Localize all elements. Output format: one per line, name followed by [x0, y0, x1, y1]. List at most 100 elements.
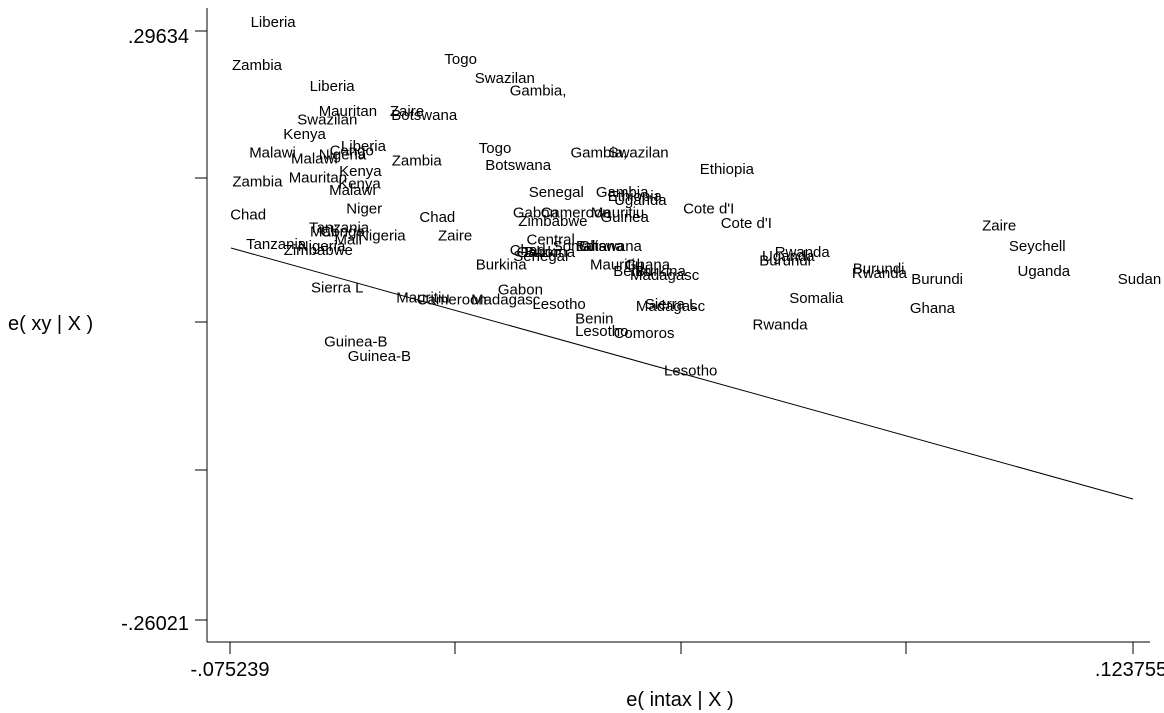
point-label: Ethiopia: [608, 188, 663, 205]
point-label: Cote d'I: [683, 201, 734, 218]
point-label: Botswana: [485, 157, 552, 174]
point-label: Niger: [346, 201, 382, 218]
point-label: Lesotho: [532, 296, 585, 313]
point-label: Ghana: [579, 238, 625, 255]
point-label: Gambia,: [596, 184, 653, 201]
point-label: Madagasc: [471, 292, 541, 309]
point-label: Sierra L: [645, 296, 698, 313]
point-label: Chad: [419, 209, 455, 226]
point-label: Ghana: [910, 300, 956, 317]
point-label: Congo: [321, 223, 365, 240]
point-label: Somalia: [553, 238, 608, 255]
point-label: Malawi: [291, 151, 338, 168]
point-label: Uganda: [762, 248, 815, 265]
x-tick-label-right: .123755: [1095, 659, 1164, 681]
point-label: Mauritiu: [396, 290, 449, 307]
point-label: Cameroon: [541, 205, 611, 222]
point-label: Ethiopia: [700, 161, 755, 178]
y-axis-title: e( xy | X ): [8, 313, 93, 335]
point-label: Nigeria: [358, 228, 406, 245]
point-label: Mali: [310, 223, 338, 240]
point-label: Kenya: [338, 176, 381, 193]
point-label: Mauritiu: [591, 205, 644, 222]
point-label: Liberia: [341, 138, 387, 155]
y-tick-label-bottom: -.26021: [121, 613, 189, 635]
point-label: Senegal: [529, 184, 584, 201]
point-label: Somalia: [789, 290, 844, 307]
point-label: Comoros: [614, 325, 675, 342]
point-label: Nigeria: [319, 147, 367, 164]
point-label: Central: [527, 232, 575, 249]
point-label: Zimbabwe: [518, 213, 587, 230]
point-label: Gambia,: [571, 144, 628, 161]
point-label: Burkina: [635, 263, 687, 280]
point-label: Congo: [330, 142, 374, 159]
point-label: Zaire: [982, 217, 1016, 234]
point-label: Senegal: [513, 248, 568, 265]
point-label: Zaire: [390, 103, 424, 120]
point-label: Chad: [230, 207, 266, 224]
point-label: Benin: [575, 311, 613, 328]
point-label: Gambia,: [510, 82, 567, 99]
point-label: Burundi: [911, 271, 963, 288]
point-label: Malawi: [329, 182, 376, 199]
point-label: Zambia: [232, 173, 283, 190]
point-label: Guinea-B: [348, 348, 411, 365]
y-tick-label-top: .29634: [128, 26, 189, 48]
point-label: Mali: [335, 232, 363, 249]
point-label: Lesotho: [575, 323, 628, 340]
point-label: Zambia: [232, 57, 283, 74]
point-label: Burkina: [476, 257, 528, 274]
y-ticks: [195, 30, 207, 621]
point-label: Madagasc: [630, 267, 700, 284]
point-label: Liberia: [251, 14, 297, 31]
point-label: Togo: [479, 140, 512, 157]
point-label: Tanzania: [309, 219, 370, 236]
point-label: Lesotho: [664, 363, 717, 380]
point-label: Botswana: [576, 238, 643, 255]
point-label: Swazilan: [475, 70, 535, 87]
point-label: Burundi: [853, 261, 905, 278]
point-label: Rwanda: [753, 317, 809, 334]
point-label: Liberia: [310, 78, 356, 95]
data-point-labels: Liberia Zambia Togo Swazilan Liberia Gambia, M…: [230, 14, 1161, 379]
point-label: Zimbabwe: [284, 242, 353, 259]
x-ticks: [229, 642, 1134, 654]
point-label: Burundi: [759, 252, 811, 269]
x-axis-title: e( intax | X ): [626, 689, 733, 711]
point-label: Gabon: [513, 205, 558, 222]
point-label: Nigeria: [298, 238, 346, 255]
point-label: Burkina: [524, 244, 576, 261]
point-label: Swazilan: [297, 111, 357, 128]
fitted-line: [230, 247, 1134, 500]
point-label: Gabon: [498, 281, 543, 298]
point-label: Botswana: [391, 107, 458, 124]
point-label: Kenya: [339, 163, 382, 180]
point-label: Mauritiu: [590, 257, 643, 274]
point-label: Ghana: [625, 257, 671, 274]
point-label: Malawi: [249, 144, 296, 161]
point-label: Madagasc: [636, 298, 706, 315]
point-label: Seychell: [1009, 238, 1066, 255]
point-label: Zaire: [438, 228, 472, 245]
point-label: Rwanda: [852, 265, 908, 282]
point-label: Gabon: [517, 244, 562, 261]
point-label: Mauritan: [289, 169, 347, 186]
point-label: Uganda: [1018, 263, 1071, 280]
point-label: Cote d'I: [721, 215, 772, 232]
point-label: Sierra L: [311, 279, 364, 296]
x-tick-label-left: -.075239: [191, 659, 270, 681]
point-label: Swazilan: [609, 144, 669, 161]
point-label: Cameroon: [417, 292, 487, 309]
point-label: Guinea: [601, 209, 650, 226]
point-label: Zambia: [392, 153, 443, 170]
point-label: Chad: [510, 242, 546, 259]
point-label: Benin: [613, 263, 651, 280]
point-label: Rwanda: [775, 244, 831, 261]
point-label: Uganda: [614, 192, 667, 209]
point-label: Mauritan: [319, 103, 377, 120]
point-label: Togo: [444, 51, 477, 68]
point-label: Tanzania: [246, 236, 307, 253]
point-label: Sudan: [1118, 271, 1161, 288]
